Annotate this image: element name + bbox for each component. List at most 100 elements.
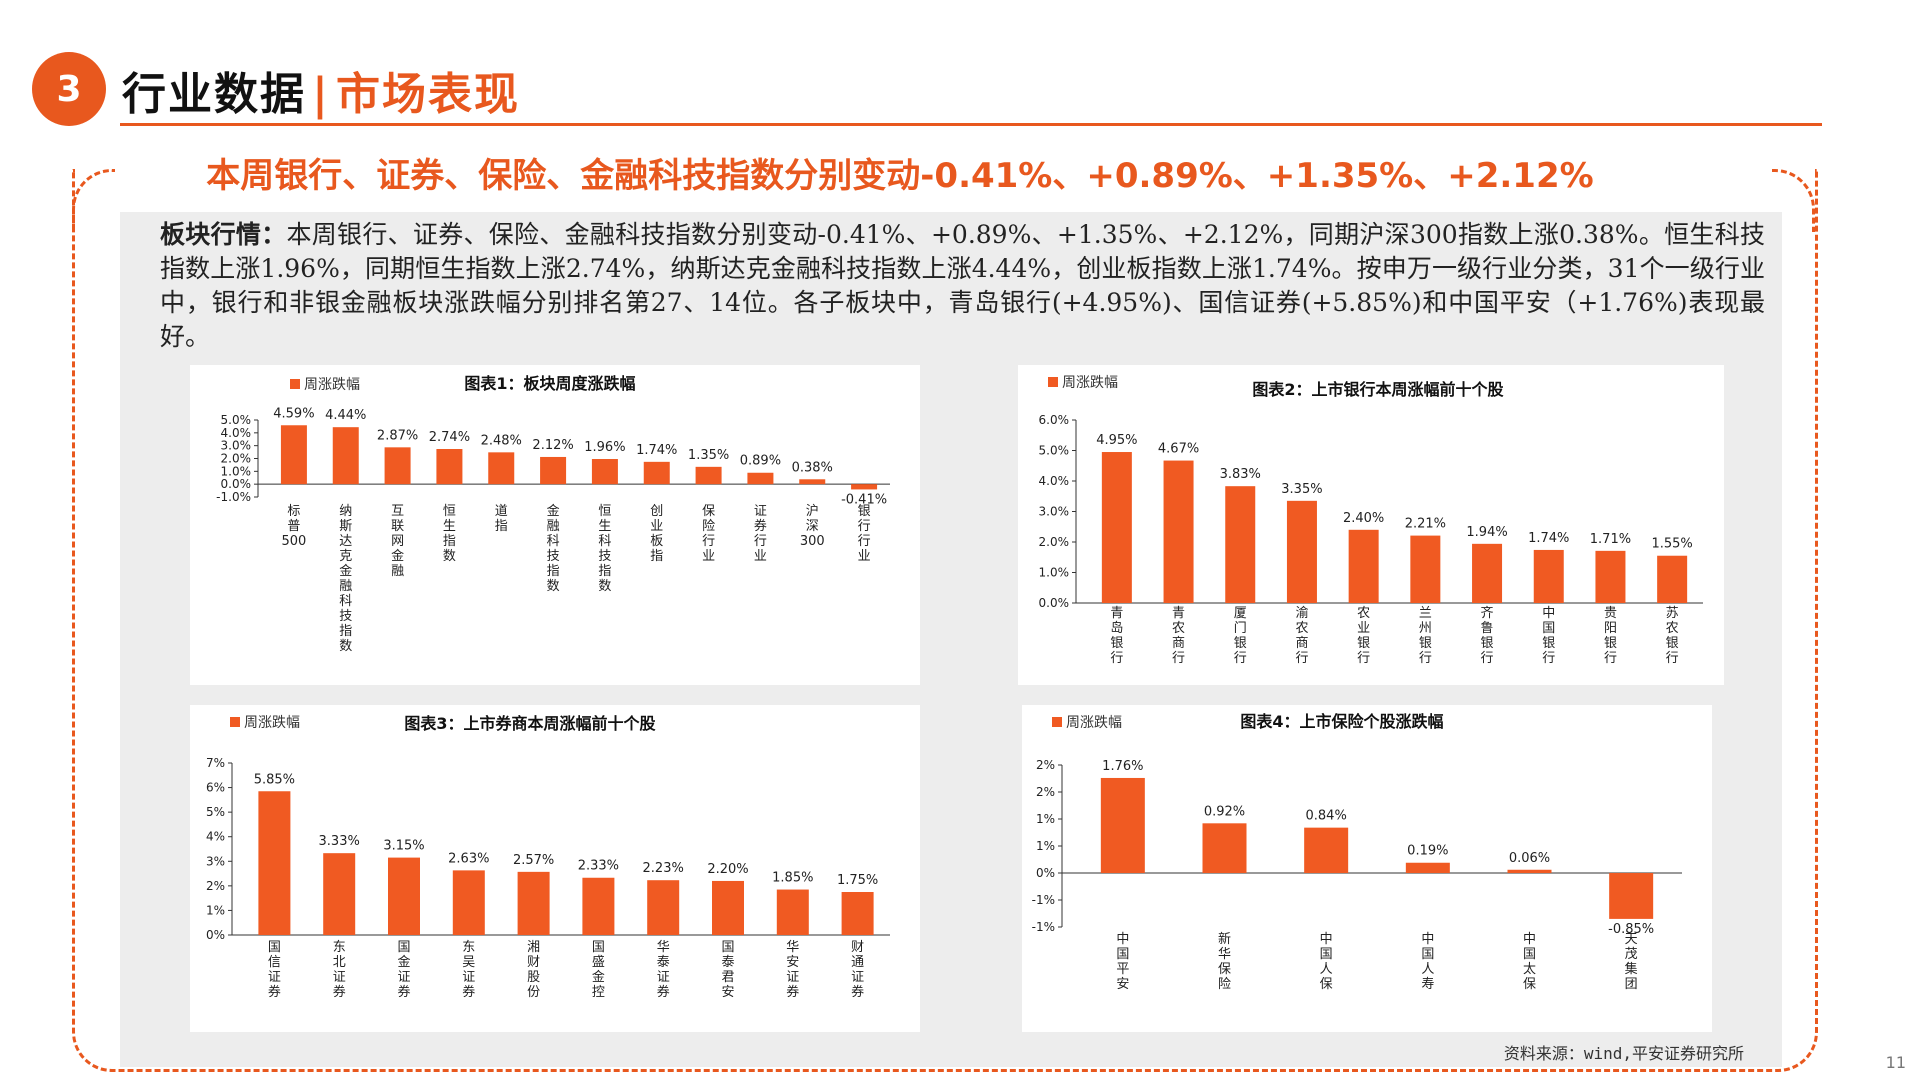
page-number: 11	[1885, 1053, 1906, 1072]
bar	[452, 870, 485, 935]
data-label: 1.75%	[837, 873, 878, 888]
y-tick-label: 0.0%	[1039, 596, 1070, 610]
title-main: 行业数据	[122, 69, 306, 120]
bar	[1533, 549, 1564, 603]
bar	[695, 466, 722, 485]
category-label: 恒生指数	[443, 504, 456, 564]
data-label: 3.83%	[1220, 467, 1261, 482]
data-label: 2.74%	[429, 430, 470, 445]
category-label: 国泰君安	[721, 940, 734, 1000]
y-tick-label: 5.0%	[221, 413, 252, 427]
chart-title: 图表3：上市券商本周涨幅前十个股	[404, 714, 656, 733]
y-tick-label: 2%	[1036, 785, 1055, 799]
chart-sector-weekly: 周涨跌幅 图表1：板块周度涨跌幅 5.0% 4.0% 3.0% 2.0% 1.0% 0.0% -…	[190, 365, 920, 685]
category-label: 证券行业	[754, 504, 767, 564]
category-label: 贵阳银行	[1604, 606, 1617, 666]
y-tick-label: 7%	[206, 756, 225, 770]
data-label: 4.67%	[1158, 442, 1199, 457]
legend-label: 周涨跌幅	[1066, 715, 1122, 731]
category-label: 中国平安	[1116, 932, 1129, 992]
source-note: 资料来源：wind,平安证券研究所	[1503, 1044, 1744, 1063]
bar	[647, 880, 680, 935]
data-label: 2.57%	[513, 853, 554, 868]
data-label: 0.84%	[1306, 809, 1347, 824]
legend-label: 周涨跌幅	[244, 715, 300, 731]
chart-svg: 周涨跌幅 图表3：上市券商本周涨幅前十个股 7% 6% 5% 4% 3% 2% 1% 0% 5.85…	[206, 714, 890, 1000]
data-label: 1.35%	[688, 448, 729, 463]
chart-svg: 周涨跌幅 图表1：板块周度涨跌幅5.0%4.0%3.0%2.0%1.0%0.0%-…	[216, 374, 890, 654]
bar	[776, 889, 809, 935]
y-tick-label: 3%	[206, 854, 225, 868]
bar	[1472, 543, 1503, 603]
data-label: 2.21%	[1405, 517, 1446, 532]
legend-swatch	[230, 717, 240, 727]
y-tick-label: 5.0%	[1039, 444, 1070, 458]
bar	[436, 449, 463, 485]
bar	[1100, 777, 1145, 873]
bar	[332, 427, 359, 485]
bar	[323, 853, 356, 935]
y-tick-label: 0%	[1036, 866, 1055, 880]
data-label: 0.89%	[740, 454, 781, 469]
category-label: 东吴证券	[462, 940, 475, 1000]
data-label: 1.96%	[584, 440, 625, 455]
category-label: 国金证券	[397, 940, 410, 1000]
category-label: 中国人寿	[1421, 932, 1434, 992]
section-number-badge: 3	[32, 52, 106, 126]
data-label: 2.12%	[532, 438, 573, 453]
bar	[540, 456, 567, 485]
category-label: 兰州银行	[1419, 606, 1432, 666]
data-label: 5.85%	[254, 772, 295, 787]
bar	[1225, 486, 1256, 603]
bar	[384, 447, 411, 485]
data-label: 4.44%	[325, 408, 366, 423]
y-tick-label: 3.0%	[1039, 505, 1070, 519]
data-label: 2.20%	[707, 862, 748, 877]
category-label: 湘财股份	[527, 940, 540, 1000]
category-label: 国盛金控	[592, 940, 605, 1000]
bar	[851, 484, 878, 490]
data-label: 4.95%	[1096, 433, 1137, 448]
y-tick-label: 1%	[206, 903, 225, 917]
data-label: 1.55%	[1651, 537, 1692, 552]
legend-swatch	[290, 379, 300, 389]
bar	[1202, 823, 1247, 873]
category-label: 国信证券	[268, 940, 281, 1000]
summary-paragraph: 板块行情：本周银行、证券、保险、金融科技指数分别变动-0.41%、+0.89%、…	[160, 218, 1765, 354]
category-label: 渝农商行	[1295, 605, 1308, 666]
chart-svg: 周涨跌幅 图表4：上市保险个股涨跌幅 2% 2% 1% 1% 0% -1% -1% 1.76% 中国…	[1032, 712, 1682, 992]
data-label: 0.19%	[1407, 844, 1448, 859]
legend-swatch	[1052, 717, 1062, 727]
y-tick-label: 2%	[1036, 758, 1055, 772]
category-label: 华泰证券	[657, 940, 670, 1000]
y-tick-label: 6.0%	[1039, 413, 1070, 427]
category-label: 东北证券	[333, 940, 346, 1000]
category-label: 道指	[495, 504, 508, 534]
data-label: 4.59%	[273, 406, 314, 421]
data-label: 1.76%	[1102, 759, 1143, 774]
category-label: 齐鲁银行	[1481, 605, 1494, 666]
bar	[1657, 555, 1688, 603]
bar	[1507, 869, 1552, 873]
category-label: 苏农银行	[1666, 605, 1679, 666]
legend-swatch	[1048, 377, 1058, 387]
y-tick-label: 6%	[206, 781, 225, 795]
data-label: 2.48%	[481, 433, 522, 448]
data-label: -0.41%	[841, 492, 887, 507]
data-label: 0.06%	[1509, 851, 1550, 866]
category-label: 财通证券	[851, 940, 864, 1000]
summary-label: 板块行情：	[160, 220, 287, 249]
bar	[388, 857, 420, 935]
data-label: 3.33%	[319, 834, 360, 849]
bar	[280, 425, 307, 485]
category-label: 纳斯达克金融科技指数	[339, 504, 352, 654]
data-label: 3.15%	[383, 839, 424, 854]
y-tick-label: 4.0%	[221, 426, 252, 440]
data-label: 3.35%	[1281, 482, 1322, 497]
category-label: 互联网金融	[391, 504, 404, 579]
data-label: 1.74%	[1528, 531, 1569, 546]
chart-title: 图表2：上市银行本周涨幅前十个股	[1252, 380, 1504, 399]
title-sub: 市场表现	[336, 69, 521, 120]
data-label: -0.85%	[1608, 922, 1654, 937]
category-label: 中国银行	[1542, 606, 1555, 666]
